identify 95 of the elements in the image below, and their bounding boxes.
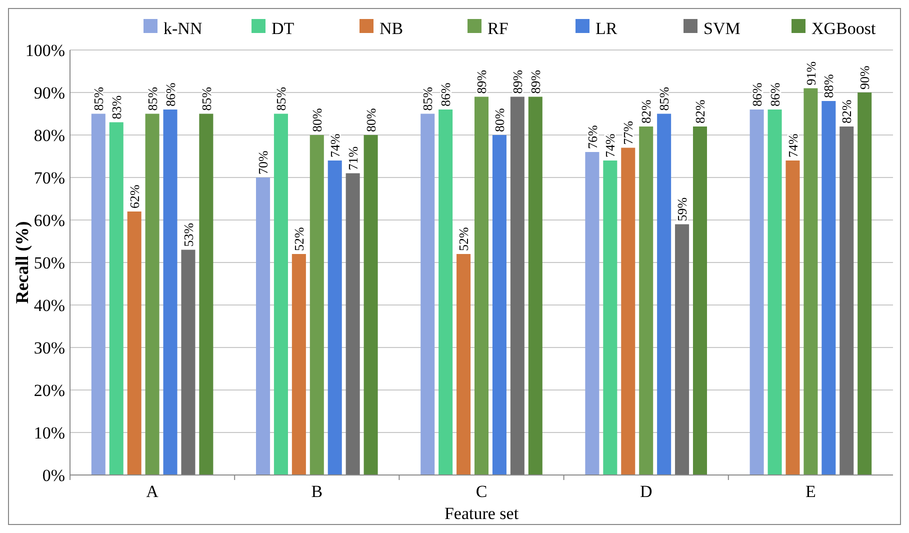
data-label: 77% [620, 120, 636, 145]
bar [438, 110, 453, 475]
bar [510, 96, 524, 475]
data-label: 85% [274, 86, 289, 111]
data-label: 85% [420, 86, 436, 111]
data-label: 80% [492, 108, 508, 132]
legend-label: DT [272, 18, 295, 38]
bar [750, 110, 764, 475]
bar [621, 148, 636, 475]
data-label: 85% [90, 86, 106, 111]
legend-label: XGBoost [812, 18, 876, 38]
data-label: 70% [256, 150, 271, 174]
bar [456, 254, 471, 475]
bar [822, 101, 836, 475]
bar [804, 88, 818, 475]
data-label: 85% [198, 86, 214, 111]
data-label: 91% [803, 61, 818, 86]
bar [91, 114, 106, 475]
data-label: 86% [438, 82, 454, 106]
data-label: 82% [638, 100, 654, 124]
bar [657, 114, 672, 475]
bar [420, 114, 435, 475]
bar [692, 126, 707, 475]
bar [364, 135, 378, 475]
data-label: 86% [162, 82, 178, 106]
data-label: 80% [309, 108, 324, 132]
data-label: 85% [656, 86, 672, 111]
data-label: 80% [363, 108, 378, 132]
x-tick-label: B [311, 482, 323, 501]
data-label: 86% [749, 82, 764, 106]
y-axis-title: Recall (%) [12, 221, 32, 304]
bar [163, 110, 178, 475]
x-tick-label: C [476, 482, 488, 501]
legend-label: k-NN [164, 18, 202, 38]
y-tick-label: 10% [34, 423, 65, 442]
bar [145, 114, 160, 475]
data-label: 89% [528, 70, 543, 94]
bar [256, 178, 270, 475]
data-label: 76% [584, 125, 600, 149]
data-label: 53% [180, 222, 196, 247]
bar [274, 114, 288, 475]
y-tick-label: 70% [34, 168, 65, 188]
data-label: 59% [674, 197, 690, 222]
data-label: 74% [602, 134, 618, 158]
y-tick-label: 80% [34, 126, 65, 145]
data-label: 88% [821, 74, 836, 98]
y-tick-label: 100% [25, 40, 65, 60]
bar [786, 160, 800, 475]
bar [603, 160, 618, 475]
data-label: 85% [144, 86, 160, 111]
bar [474, 96, 489, 475]
bar [858, 92, 872, 475]
bar [528, 96, 542, 475]
bar [840, 126, 854, 475]
legend-label: LR [596, 18, 618, 38]
bar [292, 254, 306, 475]
x-axis-title: Feature set [444, 504, 519, 523]
data-label: 82% [692, 100, 708, 124]
y-tick-label: 20% [34, 380, 65, 400]
legend-label: NB [380, 18, 404, 38]
bar [492, 135, 506, 475]
data-label: 89% [510, 70, 525, 94]
x-tick-label: E [806, 482, 816, 501]
bar [768, 110, 782, 475]
data-label: 62% [126, 184, 142, 208]
bar [585, 152, 600, 475]
data-label: 89% [474, 70, 490, 94]
bar [199, 114, 214, 475]
y-tick-label: 60% [34, 210, 65, 230]
data-label: 74% [327, 134, 342, 158]
bar [181, 250, 196, 475]
data-label: 82% [839, 100, 854, 124]
bar [675, 224, 690, 475]
bar [346, 173, 360, 475]
legend-label: RF [488, 18, 508, 38]
bar [639, 126, 654, 475]
bar [328, 160, 342, 475]
y-tick-label: 50% [34, 253, 65, 272]
x-tick-label: D [640, 482, 652, 501]
bar [310, 135, 324, 475]
y-tick-label: 40% [34, 296, 65, 315]
y-tick-label: 30% [34, 338, 65, 358]
data-label: 74% [785, 134, 800, 158]
x-tick-label: A [146, 482, 160, 501]
data-label: 90% [857, 66, 872, 90]
legend-label: SVM [704, 18, 740, 38]
data-label: 52% [291, 227, 306, 251]
y-tick-label: 0% [42, 466, 65, 485]
data-label: 83% [108, 95, 124, 120]
data-label: 86% [767, 82, 782, 106]
y-tick-label: 90% [34, 83, 65, 102]
data-label: 71% [345, 146, 360, 170]
bar [109, 122, 124, 475]
data-label: 52% [456, 227, 472, 251]
bar [127, 212, 142, 475]
